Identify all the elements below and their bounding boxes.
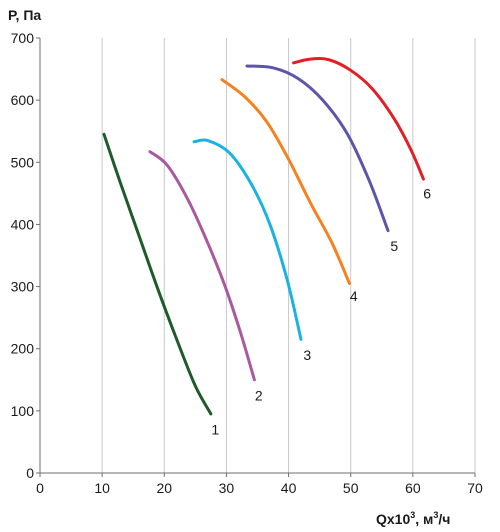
x-tick-label: 50 <box>343 480 359 496</box>
x-tick-label: 60 <box>405 480 421 496</box>
x-axis-title-sup: 3 <box>410 510 415 520</box>
series-curve-5 <box>245 64 390 233</box>
y-tick-label: 500 <box>11 154 35 170</box>
curve-labels: 1 2 3 4 5 6 <box>211 185 431 437</box>
grid-lines <box>101 38 476 473</box>
curve-label-4: 4 <box>350 288 358 304</box>
axes <box>36 37 476 477</box>
x-tick-label: 0 <box>36 480 44 496</box>
series-curve-6 <box>292 57 425 181</box>
x-tick-label: 30 <box>219 480 235 496</box>
curve-label-6: 6 <box>423 185 431 201</box>
series-curves <box>102 57 425 416</box>
series-curve-2 <box>148 150 256 382</box>
x-axis-title-tail: /ч <box>438 511 450 527</box>
y-axis-title: P, Па <box>8 7 41 23</box>
x-axis-title-unit: , м <box>415 511 433 527</box>
x-axis-title-base: Qx10 <box>376 511 410 527</box>
y-tick-label: 600 <box>11 92 35 108</box>
y-tick-label: 700 <box>11 30 35 46</box>
curve-label-5: 5 <box>390 238 398 254</box>
series-curve-1 <box>102 132 213 416</box>
series-curve-3 <box>192 138 303 341</box>
series-curve-4 <box>220 78 351 285</box>
x-tick-label: 20 <box>156 480 172 496</box>
curve-label-1: 1 <box>211 422 219 438</box>
curve-label-3: 3 <box>303 347 311 363</box>
x-tick-label: 10 <box>94 480 110 496</box>
x-tick-label: 70 <box>467 480 483 496</box>
x-axis-title: Qx103, м3/ч <box>376 510 450 527</box>
x-axis-title-unit-sup: 3 <box>433 510 438 520</box>
y-tick-label: 400 <box>11 216 35 232</box>
y-tick-label: 100 <box>11 403 35 419</box>
curve-label-2: 2 <box>255 387 263 403</box>
x-tick-label: 40 <box>281 480 297 496</box>
y-tick-label: 0 <box>26 465 34 481</box>
y-tick-label: 300 <box>11 279 35 295</box>
y-tick-label: 200 <box>11 341 35 357</box>
